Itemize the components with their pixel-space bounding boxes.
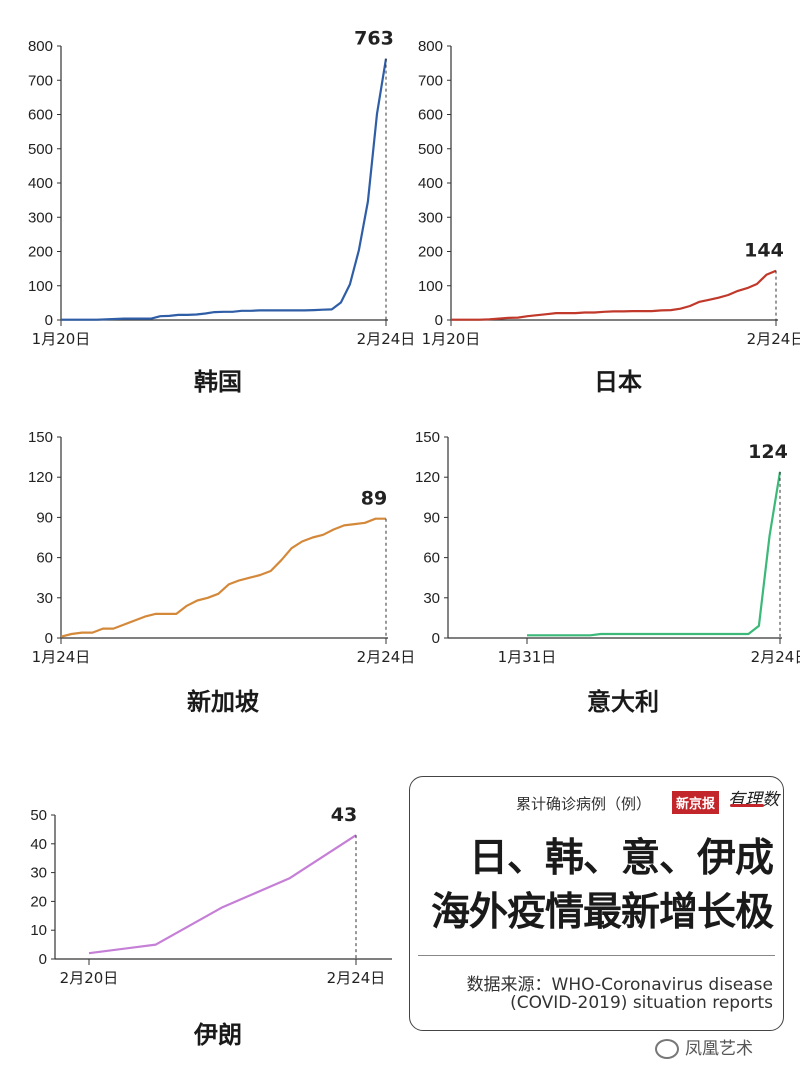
info-title-line1: 日、韩、意、伊成 [468,836,774,881]
series-line [451,269,777,321]
y-tick-label: 0 [432,630,440,647]
y-tick-label: 120 [415,469,440,486]
y-tick-label: 0 [45,630,53,647]
info-subtitle: 累计确诊病例（例） [515,795,651,813]
chart-title-korea: 韩国 [194,368,242,396]
y-tick-label: 90 [36,509,53,526]
y-tick-label: 30 [30,865,47,882]
info-source-line2: (COVID-2019) situation reports [510,993,773,1013]
x-tick-label: 1月20日 [32,330,91,348]
swoosh-icon [730,804,764,807]
x-tick-label: 2月24日 [327,969,386,987]
info-title-line2: 海外疫情最新增长极 [430,890,774,935]
x-tick-label: 1月20日 [422,330,481,348]
watermark: 凤凰艺术 [655,1034,753,1059]
y-tick-label: 700 [418,72,443,89]
wechat-icon [655,1039,679,1059]
chart-4: 0 10 20 30 40 50 2月20日 2月24日 43 [30,804,392,987]
chart-3: 0 30 60 90 120 150 1月31日 2月24日 124 [415,429,800,666]
y-tick-label: 300 [418,209,443,226]
chart-title-singapore: 新加坡 [187,688,259,716]
y-tick-label: 50 [30,807,47,824]
info-source-line1: 数据来源：WHO-Coronavirus disease [466,975,773,995]
y-tick-label: 500 [418,141,443,158]
y-tick-label: 800 [28,38,53,55]
y-tick-label: 500 [28,141,53,158]
chart-1: 0 100 200 300 400 500 600 700 800 1月20日 2月24日 144 [418,38,800,348]
info-box: 累计确诊病例（例） 新京报 有理数 日、韩、意、伊成 海外疫情最新增长极 数据来… [409,776,784,1031]
end-value-label: 89 [361,488,387,510]
y-tick-label: 100 [418,278,443,295]
y-tick-label: 600 [418,107,443,124]
x-tick-label: 2月24日 [747,330,800,348]
x-tick-label: 2月24日 [357,648,416,666]
y-tick-label: 600 [28,107,53,124]
y-tick-label: 10 [30,922,47,939]
y-tick-label: 300 [28,209,53,226]
y-tick-label: 60 [423,550,440,567]
end-value-label: 43 [331,804,357,826]
end-value-label: 763 [354,28,394,50]
x-tick-label: 1月24日 [32,648,91,666]
chart-title-iran: 伊朗 [194,1021,242,1049]
y-tick-label: 800 [418,38,443,55]
end-value-label: 124 [748,441,788,463]
y-tick-label: 150 [415,429,440,446]
youlishu-logo: 有理数 [728,785,779,810]
y-tick-label: 0 [39,951,47,968]
y-tick-label: 0 [435,312,443,329]
series-line [61,58,388,321]
y-tick-label: 30 [423,590,440,607]
chart-title-japan: 日本 [594,368,642,396]
y-tick-label: 150 [28,429,53,446]
series-line [60,517,386,638]
series-line [88,834,357,955]
y-tick-label: 100 [28,278,53,295]
end-value-label: 144 [744,240,784,262]
chart-2: 0 30 60 90 120 150 1月24日 2月24日 89 [28,429,415,666]
y-tick-label: 200 [418,244,443,261]
chart-0: 0 100 200 300 400 500 600 700 800 1月20日 2月24日 763 [28,28,415,348]
y-tick-label: 60 [36,550,53,567]
x-tick-label: 2月20日 [60,969,119,987]
info-divider [418,955,775,956]
y-tick-label: 700 [28,72,53,89]
y-tick-label: 200 [28,244,53,261]
y-tick-label: 30 [36,590,53,607]
y-tick-label: 0 [45,312,53,329]
y-tick-label: 40 [30,836,47,853]
xinjingbao-logo: 新京报 [672,791,720,814]
y-tick-label: 90 [423,509,440,526]
chart-title-italy: 意大利 [587,688,659,716]
youlishu-logo-text: 有理数 [728,790,779,810]
y-tick-label: 20 [30,893,47,910]
series-line [527,471,782,637]
x-tick-label: 1月31日 [498,648,557,666]
x-tick-label: 2月24日 [751,648,800,666]
y-tick-label: 400 [28,175,53,192]
x-tick-label: 2月24日 [357,330,416,348]
y-tick-label: 120 [28,469,53,486]
watermark-text: 凤凰艺术 [685,1039,753,1059]
y-tick-label: 400 [418,175,443,192]
